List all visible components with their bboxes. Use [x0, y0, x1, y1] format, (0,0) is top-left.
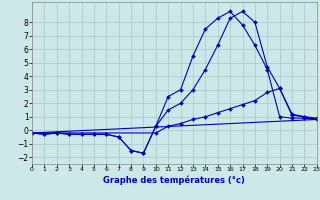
- X-axis label: Graphe des températures (°c): Graphe des températures (°c): [103, 175, 245, 185]
